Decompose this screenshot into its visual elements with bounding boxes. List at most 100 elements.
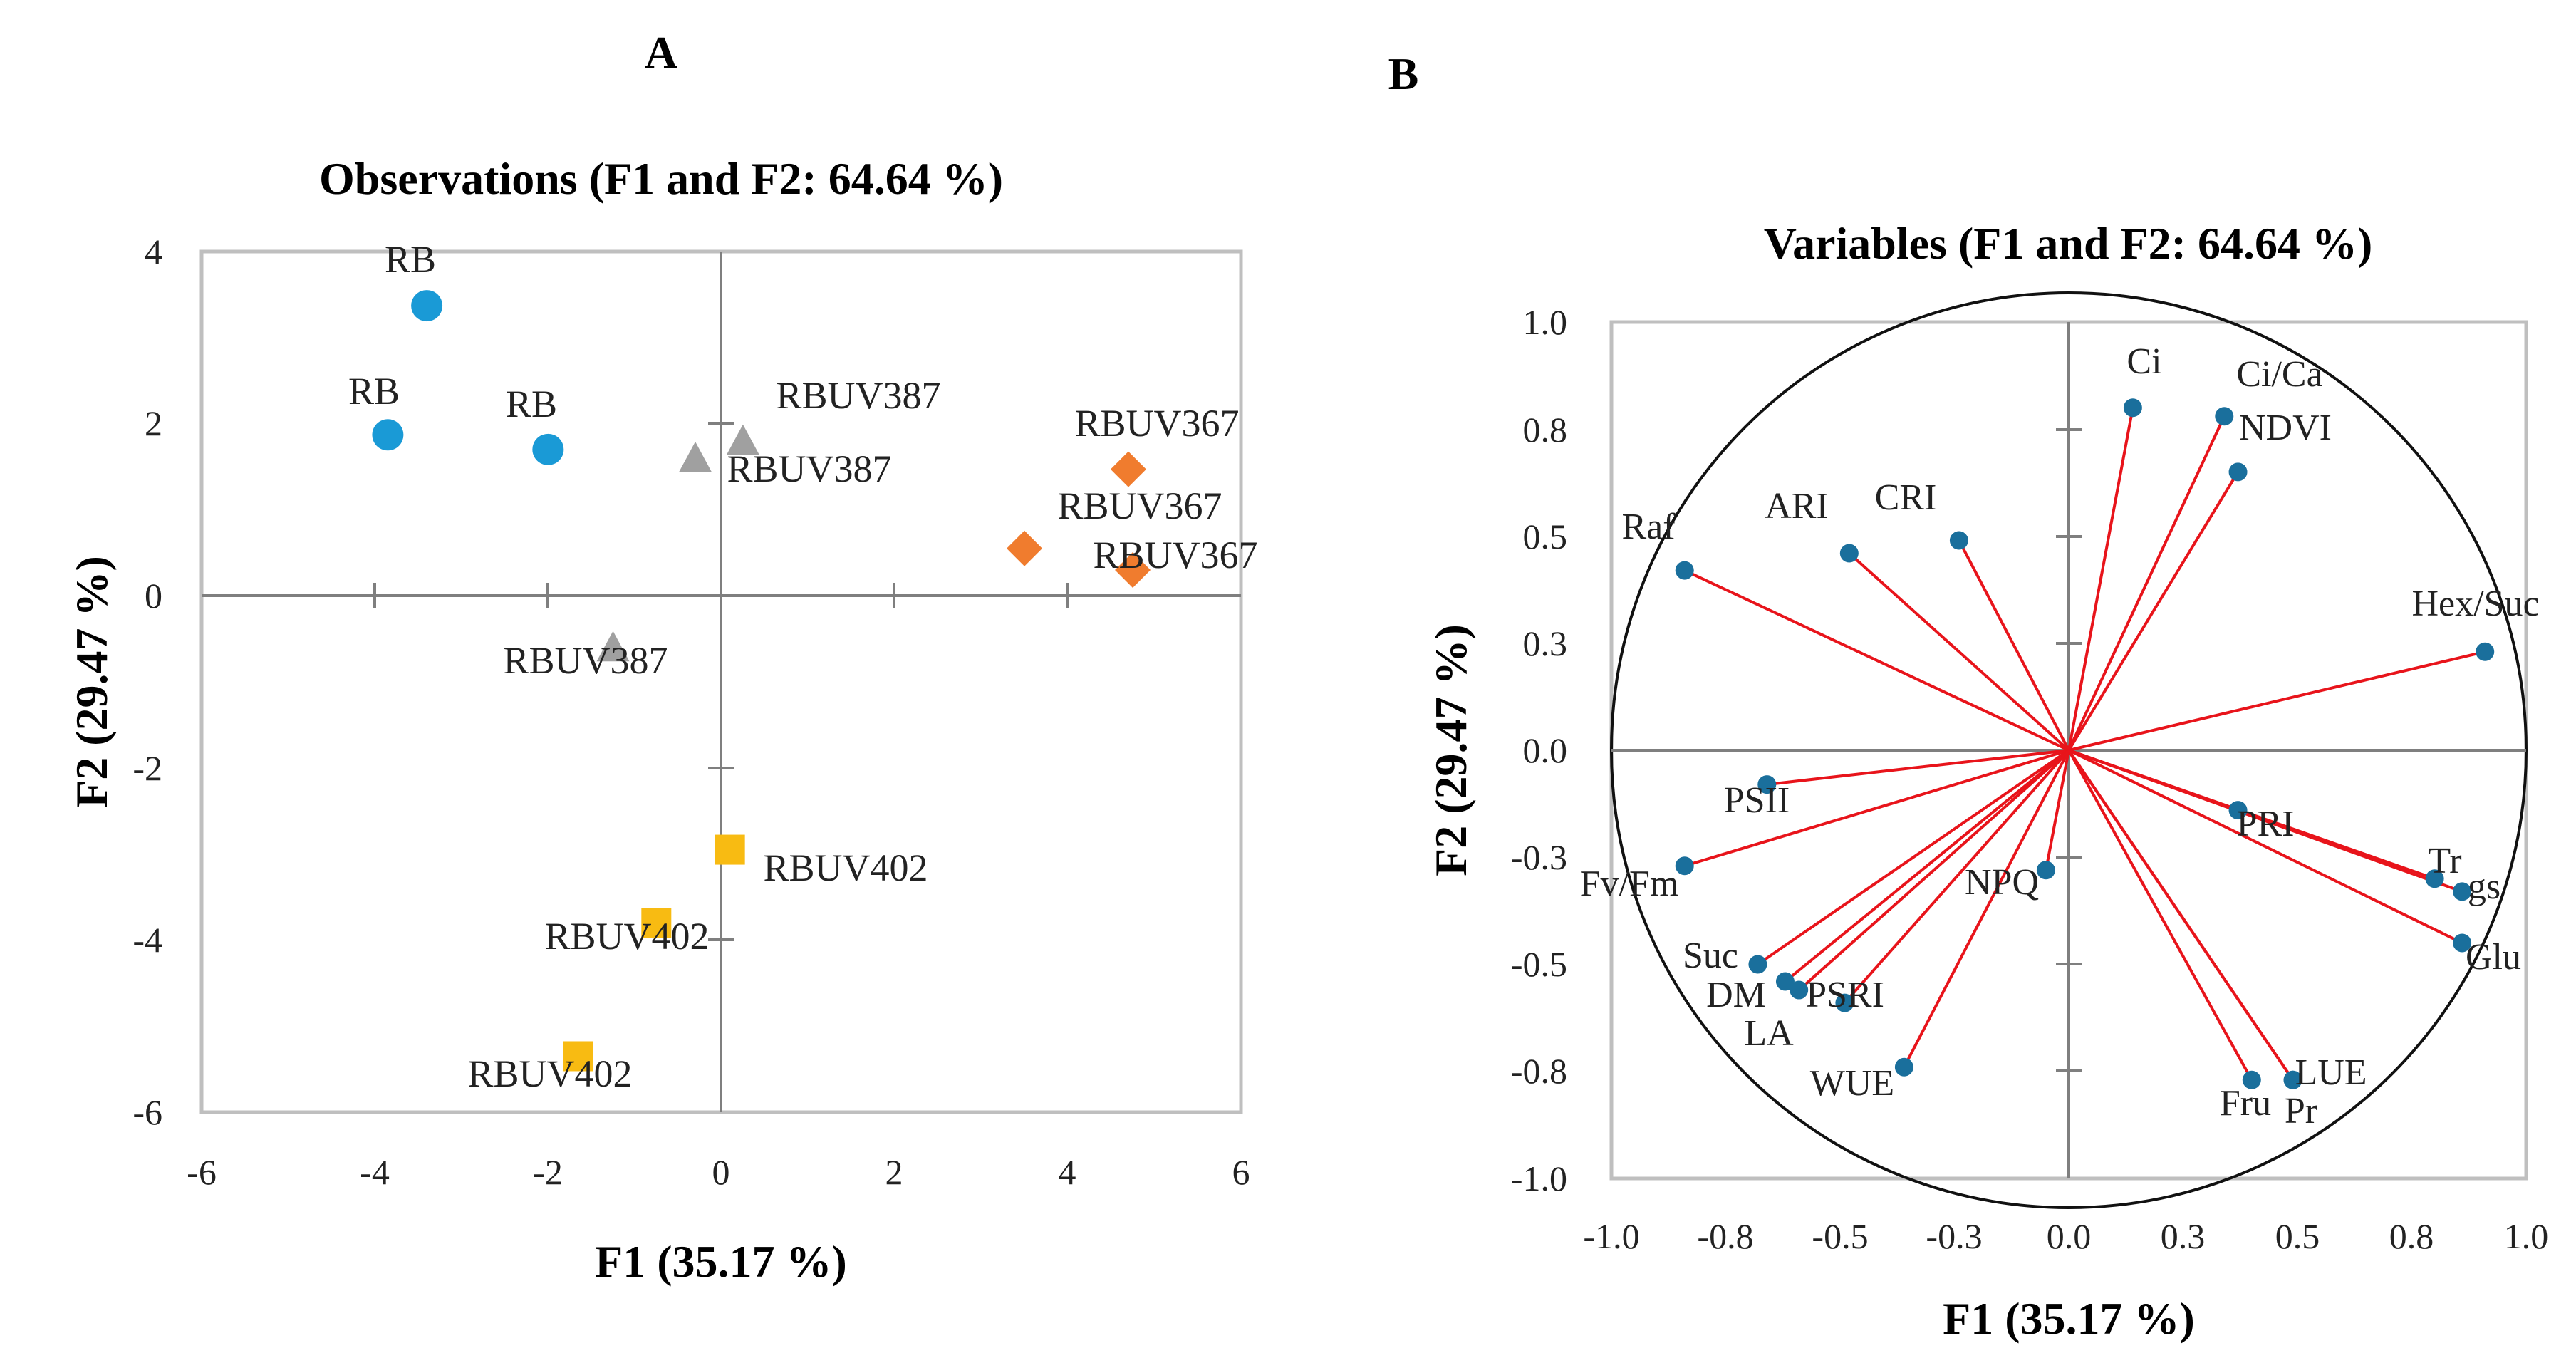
- a-x-tick: -2: [533, 1152, 563, 1192]
- point-label-rbuv402: RBUV402: [467, 1052, 632, 1095]
- b-y-tick: -1.0: [1511, 1158, 1567, 1198]
- var-label-fru: Fru: [2220, 1083, 2271, 1124]
- point-label-rbuv402: RBUV402: [763, 846, 928, 889]
- var-label-ci: Ci: [2126, 341, 2161, 382]
- vector-tip-cri: [1949, 531, 1968, 550]
- point-label-rb: RB: [506, 383, 557, 425]
- b-y-tick: 0.8: [1523, 410, 1568, 450]
- panel-b-y-axis-label: F2 (29.47 %): [1425, 624, 1476, 876]
- var-label-ndvi: NDVI: [2239, 408, 2332, 448]
- panel-b-variable-labels: Ci Ci/Ca NDVI Raf ARI CRI Hex/Suc PSII F…: [1580, 341, 2540, 1131]
- var-label-tr: Tr: [2428, 841, 2461, 881]
- a-x-tick: 4: [1059, 1152, 1076, 1192]
- vector-ci-ca: [2067, 415, 2226, 751]
- b-y-tick: -0.5: [1511, 944, 1567, 984]
- var-label-glu: Glu: [2466, 937, 2521, 978]
- vector-tip-fv-fm: [1675, 856, 1694, 876]
- var-label-gs: gs: [2468, 866, 2500, 907]
- var-label-raf: Raf: [1621, 507, 1676, 547]
- panel-a-y-tick-marks: [708, 422, 734, 941]
- a-x-tick: 0: [712, 1152, 730, 1192]
- var-label-ci-ca: Ci/Ca: [2236, 354, 2322, 395]
- vector-hex-suc: [2068, 650, 2486, 752]
- point-label-rbuv367: RBUV367: [1074, 402, 1239, 445]
- var-label-lue: LUE: [2295, 1052, 2367, 1093]
- marker-rbuv402-2: [641, 908, 672, 938]
- a-y-tick: 2: [145, 403, 162, 443]
- marker-rbuv402-3: [563, 1041, 593, 1072]
- point-label-rbuv387: RBUV387: [727, 447, 891, 490]
- panel-b-x-tick-labels: -1.0 -0.8 -0.5 -0.3 0.0 0.3 0.5 0.8 1.0: [1583, 1216, 2548, 1256]
- marker-rbuv387-1: [726, 424, 759, 455]
- vector-npq: [2044, 750, 2070, 871]
- vector-gs: [2068, 749, 2463, 893]
- b-x-tick: 0.0: [2047, 1216, 2092, 1256]
- panel-b-letter: B: [1388, 48, 1419, 99]
- a-y-tick: -2: [133, 748, 162, 788]
- panel-b-y-tick-labels: 1.0 0.8 0.5 0.3 0.0 -0.3 -0.5 -0.8 -1.0: [1511, 302, 1567, 1198]
- panel-a-markers: [372, 290, 1151, 1072]
- vector-tip-ari: [1839, 544, 1859, 563]
- b-x-tick: 0.3: [2161, 1216, 2206, 1256]
- b-x-tick: -0.8: [1697, 1216, 1753, 1256]
- vector-tip-glu: [2453, 933, 2472, 953]
- a-y-tick: 0: [145, 576, 162, 616]
- panel-a-y-axis-label: F2 (29.47 %): [66, 556, 117, 808]
- vector-glu: [2068, 749, 2463, 945]
- vector-tip-ci-ca: [2215, 407, 2234, 426]
- b-y-tick: 0.3: [1523, 623, 1568, 663]
- vector-tip-suc: [1748, 955, 1767, 974]
- vector-tip-raf: [1675, 561, 1694, 580]
- vector-tip-pri: [2228, 801, 2248, 820]
- vector-pr: [2067, 749, 2295, 1081]
- marker-rbuv367-3: [1115, 551, 1151, 588]
- vector-psii: [1767, 749, 2069, 787]
- panel-a-letter: A: [645, 27, 677, 78]
- vector-dm: [1784, 749, 2070, 983]
- marker-rb-1: [411, 290, 443, 322]
- vector-tip-la: [1790, 980, 1809, 1000]
- vector-tip-dm: [1775, 972, 1795, 991]
- b-x-tick: 0.5: [2275, 1216, 2320, 1256]
- var-label-psri: PSRI: [1806, 975, 1884, 1015]
- b-x-tick: -0.3: [1926, 1216, 1982, 1256]
- panel-b-x-axis-label: F1 (35.17 %): [1943, 1293, 2195, 1344]
- var-label-npq: NPQ: [1965, 862, 2039, 903]
- panel-b-variables: B Variables (F1 and F2: 64.64 %) 1.0 0.8…: [1388, 48, 2549, 1344]
- marker-rbuv387-3: [596, 631, 630, 662]
- vector-tip-gs: [2453, 882, 2472, 901]
- b-x-tick: 1.0: [2504, 1216, 2549, 1256]
- vector-raf: [1683, 569, 2069, 752]
- vector-ci: [2067, 407, 2134, 751]
- point-label-rbuv367: RBUV367: [1093, 534, 1257, 576]
- vector-tip-psii: [1757, 775, 1777, 794]
- var-label-pri: PRI: [2237, 804, 2295, 844]
- vector-la: [1797, 749, 2070, 992]
- b-y-tick: 1.0: [1523, 302, 1568, 342]
- b-x-tick: -0.5: [1812, 1216, 1868, 1256]
- panel-a-y-tick-labels: 4 2 0 -2 -4 -6: [133, 232, 162, 1132]
- panel-a-x-tick-labels: -6 -4 -2 0 2 4 6: [187, 1152, 1250, 1192]
- point-label-rbuv367: RBUV367: [1057, 484, 1222, 527]
- a-x-tick: -6: [187, 1152, 217, 1192]
- var-label-psii: PSII: [1724, 780, 1790, 821]
- var-label-wue: WUE: [1810, 1063, 1894, 1104]
- panel-b-vectors: [1683, 407, 2486, 1081]
- vector-tip-wue: [1894, 1057, 1913, 1077]
- vector-tip-ci: [2123, 398, 2142, 418]
- vector-tip-pr: [2283, 1070, 2302, 1089]
- b-y-tick: -0.3: [1511, 837, 1567, 877]
- panel-b-vector-tips: [1675, 398, 2495, 1089]
- marker-rbuv387-2: [679, 441, 712, 472]
- b-y-tick: -0.8: [1511, 1051, 1567, 1091]
- marker-rbuv367-2: [1007, 530, 1043, 566]
- a-x-tick: 6: [1232, 1152, 1250, 1192]
- vector-tip-npq: [2036, 861, 2055, 880]
- point-label-rb: RB: [385, 238, 436, 281]
- vector-suc: [1757, 749, 2070, 966]
- b-x-tick: 0.8: [2389, 1216, 2434, 1256]
- vector-tip-fru: [2242, 1070, 2261, 1089]
- a-y-tick: -4: [133, 920, 162, 960]
- var-label-ari: ARI: [1765, 486, 1829, 527]
